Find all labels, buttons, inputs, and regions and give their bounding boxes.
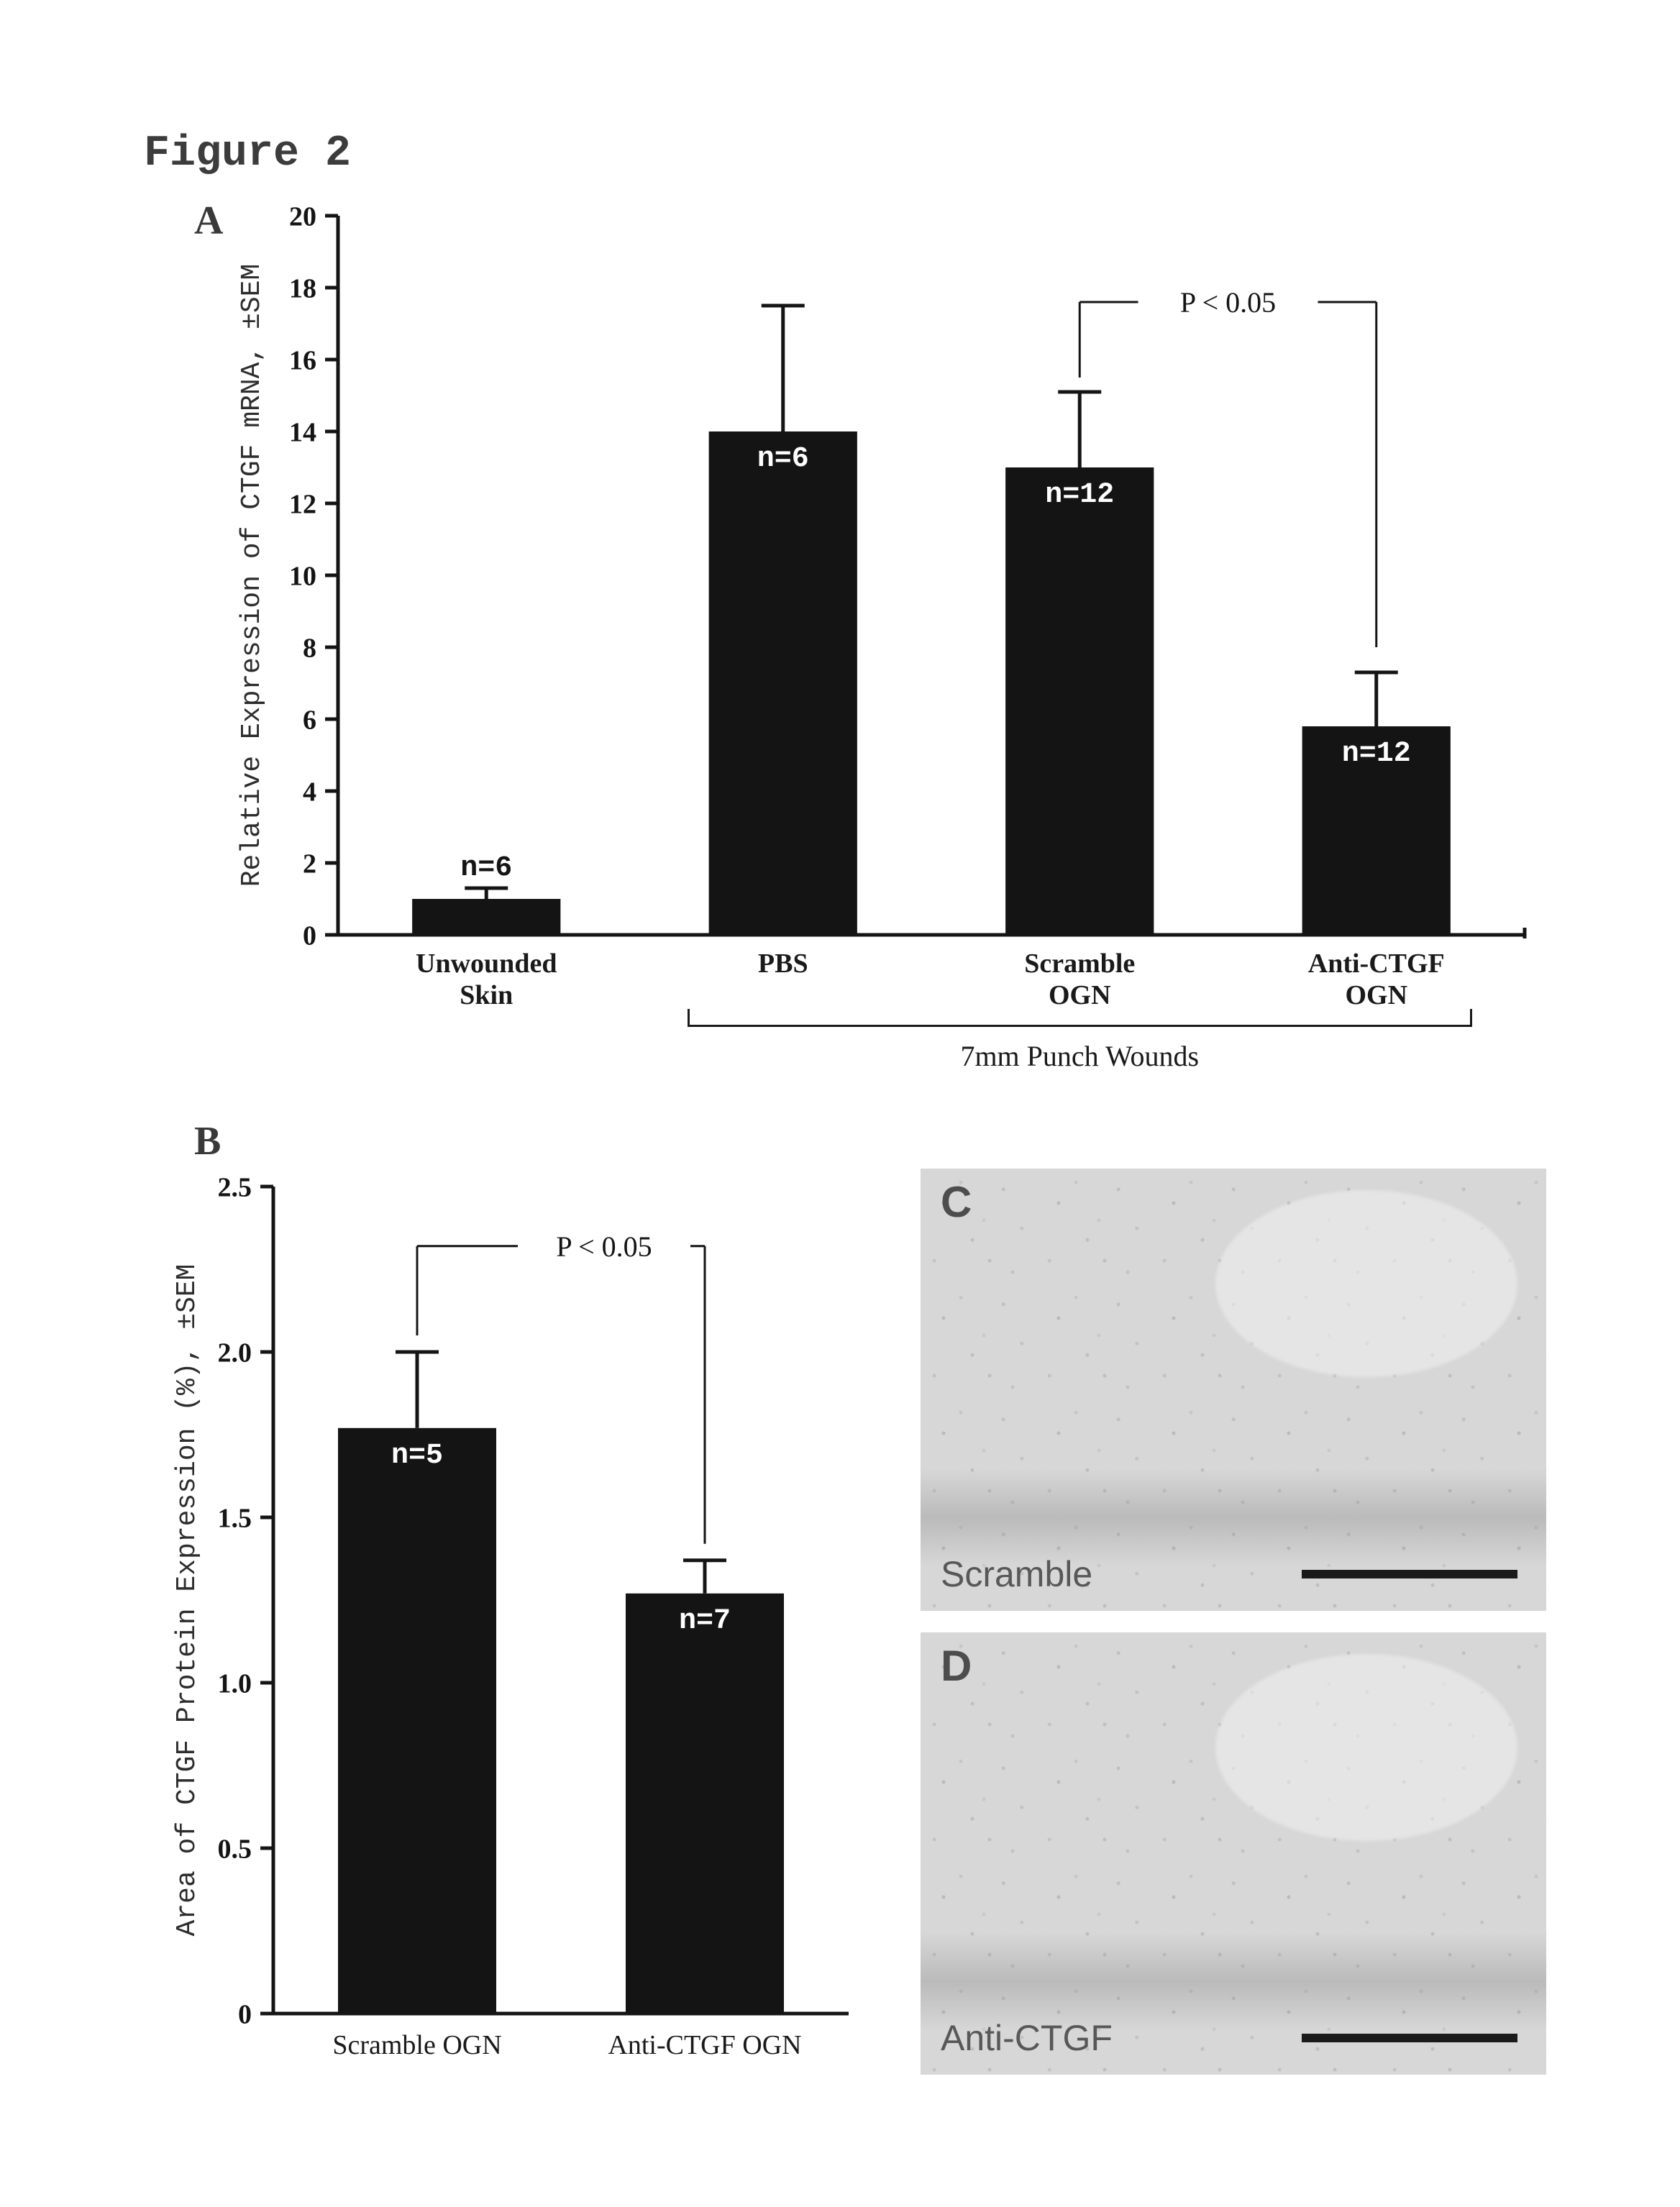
- micrograph-highlight: [1215, 1190, 1517, 1377]
- panel-letter-c: C: [941, 1177, 972, 1227]
- scale-bar: [1302, 1570, 1517, 1578]
- y-tick-label: 1.5: [218, 1503, 252, 1533]
- y-tick-label: 0: [238, 1999, 252, 2028]
- bar: [626, 1594, 784, 2014]
- y-tick-label: 2.5: [218, 1172, 252, 1202]
- y-tick-label: 2.0: [218, 1338, 252, 1368]
- bar: [1005, 467, 1154, 935]
- bottom-bracket: [688, 1009, 690, 1025]
- y-tick-label: 6: [303, 705, 316, 735]
- n-label: n=6: [460, 852, 512, 885]
- n-label: n=6: [757, 443, 809, 475]
- panel-letter-b: B: [194, 1118, 221, 1164]
- sig-label: P < 0.05: [556, 1230, 652, 1263]
- micrograph-band: [921, 1933, 1546, 2030]
- sig-label: P < 0.05: [1180, 286, 1276, 319]
- micrograph-d: D Anti-CTGF: [921, 1632, 1546, 2075]
- y-tick-label: 4: [303, 777, 316, 807]
- y-tick-label: 0: [303, 920, 316, 949]
- y-tick-label: 18: [289, 273, 316, 303]
- y-tick-label: 8: [303, 633, 316, 663]
- x-category-label: Scramble OGN: [273, 2029, 561, 2061]
- n-label: n=12: [1342, 738, 1411, 770]
- x-category-label: UnwoundedSkin: [364, 948, 608, 1011]
- y-tick-label: 2: [303, 849, 316, 879]
- chart-b: 0 0.5 1.0 1.5 2.0 2.5 Area of CTGF Protein Exp…: [173, 1172, 870, 2028]
- n-label: n=7: [679, 1605, 731, 1637]
- bottom-bracket-label: 7mm Punch Wounds: [688, 1039, 1472, 1073]
- x-category-label: Anti-CTGF OGN: [561, 2029, 849, 2061]
- n-label: n=5: [391, 1440, 443, 1472]
- micrograph-band: [921, 1469, 1546, 1566]
- scale-bar: [1302, 2034, 1517, 2042]
- chart-a: 0 2 4 6 8 10 12 14 16 18 20 Relative Expression of …: [237, 201, 1546, 949]
- bar: [338, 1428, 496, 2014]
- y-axis-label: Relative Expression of CTGF mRNA, ±SEM: [237, 264, 268, 887]
- micrograph-c: C Scramble: [921, 1169, 1546, 1611]
- y-tick-label: 20: [289, 201, 316, 232]
- y-tick-label: 12: [289, 489, 316, 519]
- y-tick-label: 10: [289, 561, 316, 591]
- y-tick-label: 0.5: [218, 1834, 252, 1864]
- n-label: n=12: [1045, 479, 1114, 511]
- bar: [412, 899, 560, 935]
- bottom-bracket: [1470, 1009, 1472, 1025]
- bar: [709, 431, 857, 935]
- micrograph-label: Scramble: [941, 1553, 1092, 1595]
- x-category-label: PBS: [661, 948, 905, 979]
- bottom-bracket: [688, 1025, 1472, 1027]
- x-category-label: Anti-CTGFOGN: [1254, 948, 1499, 1011]
- y-axis-label: Area of CTGF Protein Expression (%), ±SE…: [173, 1264, 203, 1937]
- x-category-label: ScrambleOGN: [957, 948, 1202, 1011]
- panel-letter-a: A: [194, 198, 223, 244]
- y-tick-label: 1.0: [218, 1668, 252, 1699]
- y-tick-label: 16: [289, 345, 316, 375]
- figure-title: Figure 2: [144, 129, 351, 178]
- y-tick-label: 14: [289, 417, 316, 447]
- panel-letter-d: D: [941, 1641, 972, 1691]
- micrograph-highlight: [1215, 1654, 1517, 1841]
- micrograph-label: Anti-CTGF: [941, 2017, 1113, 2059]
